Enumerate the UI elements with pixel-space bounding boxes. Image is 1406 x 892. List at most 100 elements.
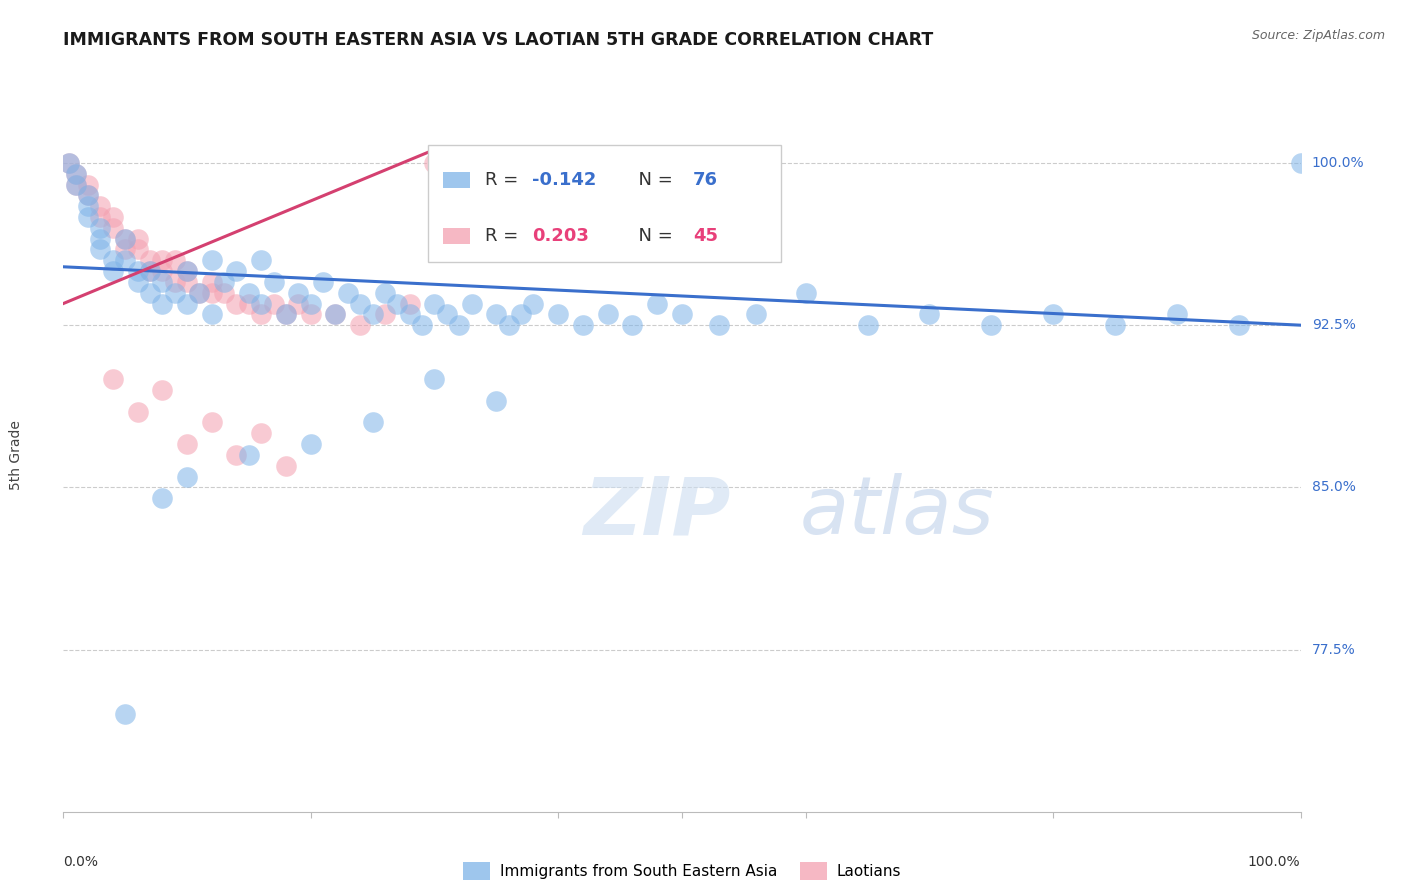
Point — [65, 167, 87, 181]
Point — [176, 264, 198, 278]
Text: R =: R = — [485, 171, 524, 189]
Point — [114, 232, 136, 246]
Point — [176, 437, 198, 451]
Point — [238, 296, 260, 310]
Point — [423, 296, 446, 310]
Point — [336, 285, 359, 300]
Point — [58, 156, 80, 170]
Point — [299, 437, 322, 451]
Point — [238, 285, 260, 300]
Point — [745, 307, 768, 321]
Point — [325, 307, 347, 321]
Point — [89, 243, 111, 257]
Point — [250, 296, 273, 310]
Point — [621, 318, 644, 333]
Point — [114, 253, 136, 268]
Point — [1227, 318, 1250, 333]
Point — [225, 448, 247, 462]
Point — [77, 188, 100, 202]
Point — [58, 156, 80, 170]
Point — [127, 264, 149, 278]
Point — [201, 275, 224, 289]
Text: N =: N = — [627, 171, 679, 189]
Point — [398, 296, 420, 310]
Point — [287, 296, 309, 310]
Point — [361, 307, 384, 321]
Point — [225, 296, 247, 310]
Point — [150, 264, 173, 278]
Point — [361, 416, 384, 430]
Text: 92.5%: 92.5% — [1312, 318, 1355, 332]
Point — [65, 178, 87, 192]
Point — [77, 178, 100, 192]
Point — [176, 469, 198, 483]
Point — [65, 167, 87, 181]
Point — [201, 253, 224, 268]
Point — [498, 318, 520, 333]
Point — [436, 307, 458, 321]
Text: 0.203: 0.203 — [533, 227, 589, 245]
Point — [460, 296, 482, 310]
Point — [201, 307, 224, 321]
Point — [485, 307, 508, 321]
Text: Source: ZipAtlas.com: Source: ZipAtlas.com — [1251, 29, 1385, 42]
Point — [299, 307, 322, 321]
Point — [794, 285, 817, 300]
Point — [274, 458, 297, 473]
Point — [188, 285, 211, 300]
Point — [374, 307, 396, 321]
Text: N =: N = — [627, 227, 679, 245]
Point — [77, 188, 100, 202]
Point — [485, 393, 508, 408]
Point — [299, 296, 322, 310]
Point — [387, 296, 409, 310]
Point — [150, 253, 173, 268]
Point — [274, 307, 297, 321]
Point — [114, 707, 136, 722]
Point — [250, 253, 273, 268]
Point — [212, 275, 235, 289]
Point — [127, 405, 149, 419]
FancyBboxPatch shape — [429, 145, 780, 262]
Point — [150, 491, 173, 505]
Legend: Immigrants from South Eastern Asia, Laotians: Immigrants from South Eastern Asia, Laot… — [457, 856, 907, 886]
Point — [263, 296, 285, 310]
Point — [150, 383, 173, 397]
Point — [65, 178, 87, 192]
Point — [287, 285, 309, 300]
Point — [89, 210, 111, 224]
Text: 0.0%: 0.0% — [63, 855, 98, 869]
Point — [510, 307, 533, 321]
Point — [274, 307, 297, 321]
Point — [918, 307, 941, 321]
Point — [1042, 307, 1064, 321]
Point — [645, 296, 668, 310]
Point — [856, 318, 879, 333]
Text: atlas: atlas — [800, 473, 994, 551]
Point — [139, 264, 162, 278]
Point — [127, 243, 149, 257]
Point — [250, 426, 273, 441]
Point — [522, 296, 544, 310]
Point — [449, 318, 471, 333]
Point — [101, 372, 124, 386]
Text: 85.0%: 85.0% — [1312, 481, 1355, 494]
Point — [127, 232, 149, 246]
Point — [176, 275, 198, 289]
Point — [101, 264, 124, 278]
Point — [374, 285, 396, 300]
Point — [411, 318, 433, 333]
Point — [263, 275, 285, 289]
Point — [1104, 318, 1126, 333]
Text: 100.0%: 100.0% — [1249, 855, 1301, 869]
Point — [349, 296, 371, 310]
Point — [250, 307, 273, 321]
Point — [596, 307, 619, 321]
Text: 77.5%: 77.5% — [1312, 642, 1355, 657]
Point — [150, 275, 173, 289]
Point — [423, 372, 446, 386]
Point — [101, 210, 124, 224]
Point — [671, 307, 693, 321]
Point — [1289, 156, 1312, 170]
Point — [150, 296, 173, 310]
